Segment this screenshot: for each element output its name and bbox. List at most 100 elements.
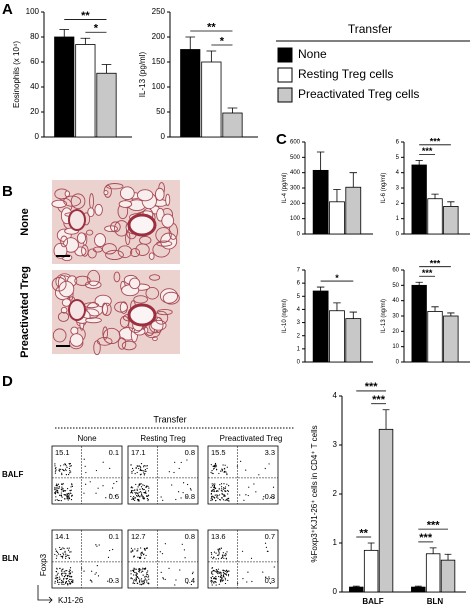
flow-event — [140, 495, 142, 497]
flow-event — [267, 550, 269, 552]
error-bar — [431, 193, 439, 199]
flow-event — [134, 499, 136, 501]
significance-label: *** — [422, 146, 433, 156]
flow-event — [138, 465, 140, 467]
flow-event — [54, 470, 57, 472]
flow-event — [177, 491, 180, 493]
flow-event — [186, 582, 188, 584]
flow-event — [63, 464, 65, 466]
flow-event — [210, 576, 212, 579]
flow-event — [145, 547, 147, 550]
flow-row-label: BALF — [2, 470, 23, 479]
panel-label: C — [276, 131, 287, 148]
flow-event — [212, 490, 214, 492]
flow-event — [227, 489, 229, 492]
flow-event — [85, 483, 87, 485]
flow-event — [184, 557, 186, 559]
flow-event — [212, 558, 214, 560]
flow-event — [58, 469, 60, 472]
flow-event — [210, 499, 212, 502]
flow-event — [131, 487, 134, 489]
flow-event — [63, 489, 65, 492]
y-tick-label: 0 — [35, 132, 40, 141]
y-tick-label: 80 — [30, 32, 39, 41]
flow-event — [147, 570, 149, 572]
flow-event — [65, 465, 67, 467]
flow-event — [216, 571, 218, 574]
flow-event — [138, 484, 140, 487]
flow-event — [68, 570, 70, 573]
flow-event — [225, 570, 228, 572]
flow-event — [81, 567, 83, 569]
flow-event — [63, 494, 65, 496]
flow-event — [65, 578, 68, 580]
flow-event — [224, 499, 226, 501]
y-tick-label: 3 — [297, 320, 301, 326]
flow-event — [220, 557, 222, 560]
y-tick-label: 3 — [396, 186, 400, 192]
bar — [96, 72, 117, 138]
flow-event — [114, 495, 117, 497]
flow-event — [140, 556, 142, 558]
legend-label: Resting Treg cells — [298, 67, 393, 81]
histology-alveolus — [58, 280, 75, 298]
flow-event — [130, 547, 133, 549]
flow-event — [97, 575, 100, 577]
flow-event — [224, 570, 227, 572]
flow-event — [94, 573, 96, 575]
y-tick-label: 6 — [297, 281, 301, 287]
quadrant-value: 13.6 — [211, 532, 226, 541]
quadrant-value: 0.8 — [265, 492, 275, 501]
flow-event — [131, 472, 133, 474]
flow-event — [227, 493, 229, 495]
flow-event — [62, 547, 64, 549]
flow-event — [146, 467, 148, 470]
flow-event — [190, 489, 192, 491]
flow-event — [105, 497, 107, 499]
flow-event — [217, 568, 220, 570]
flow-event — [139, 465, 141, 468]
histology-alveolus — [161, 213, 175, 228]
error-bar — [444, 553, 452, 561]
histology-alveolus — [51, 199, 67, 208]
flow-event — [143, 474, 145, 476]
flow-event — [144, 470, 146, 472]
flow-event — [60, 555, 62, 558]
flow-event — [54, 486, 56, 489]
flow-event — [133, 567, 135, 569]
panel-label: D — [2, 373, 13, 390]
histology-alveolus — [155, 227, 172, 243]
flow-event — [211, 580, 213, 582]
flow-event — [64, 572, 66, 574]
flow-event — [134, 568, 136, 570]
flow-event — [71, 494, 73, 496]
flow-event — [134, 571, 136, 574]
flow-event — [69, 472, 71, 474]
flow-event — [60, 548, 63, 550]
flow-event — [68, 463, 71, 465]
flow-event — [245, 469, 247, 471]
error-bar — [101, 64, 112, 74]
flow-event — [221, 554, 224, 556]
histology-alveolus — [57, 311, 70, 322]
flow-event — [191, 572, 194, 575]
flow-event — [147, 500, 149, 502]
flow-event — [59, 553, 61, 556]
y-tick-label: 600 — [290, 140, 301, 146]
flow-event — [164, 543, 166, 545]
flow-event — [143, 466, 145, 468]
flow-event — [85, 471, 87, 474]
flow-event — [215, 500, 217, 502]
flow-event — [139, 469, 141, 471]
flow-event — [211, 567, 213, 569]
flow-event — [248, 486, 250, 488]
flow-event — [213, 582, 215, 584]
flow-event — [56, 485, 58, 487]
flow-event — [58, 576, 61, 578]
flow-event — [68, 547, 70, 549]
flow-event — [192, 571, 194, 573]
flow-event — [61, 496, 63, 498]
flow-event — [138, 556, 141, 559]
flow-event — [216, 570, 218, 572]
legend-title: Transfer — [348, 22, 392, 36]
